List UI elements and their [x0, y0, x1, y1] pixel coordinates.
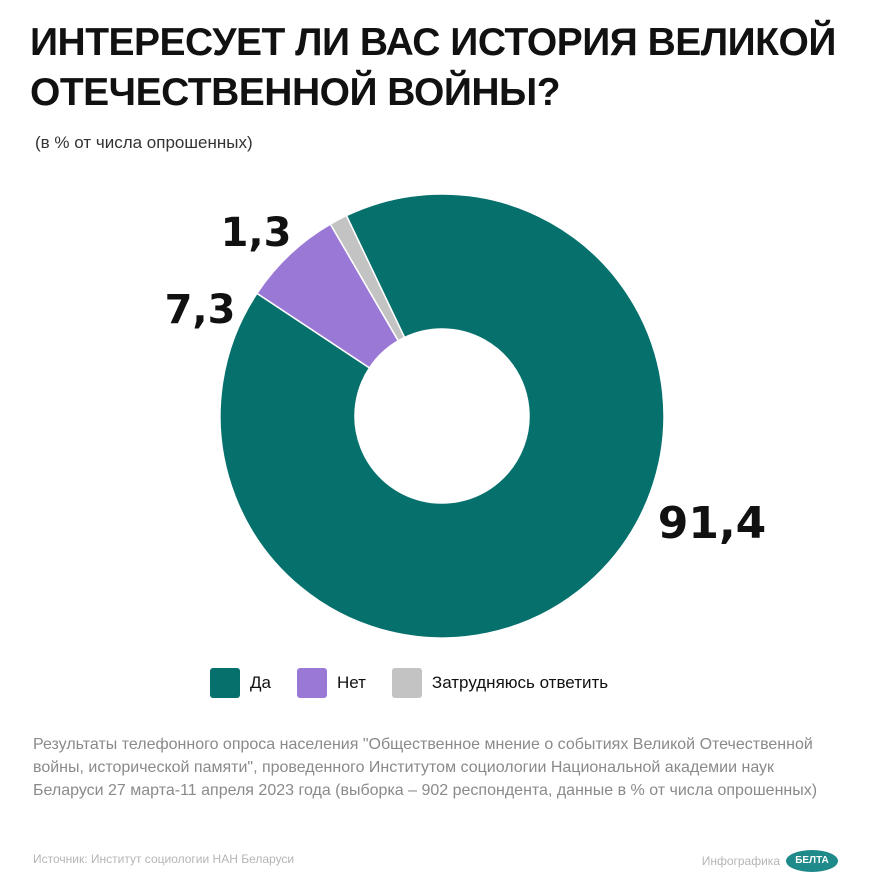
data-label-0: 91,4 [658, 498, 767, 549]
survey-note: Результаты телефонного опроса населения … [33, 736, 818, 799]
legend-label-2: Затрудняюсь ответить [431, 673, 609, 692]
legend-label-0: Да [250, 673, 271, 692]
slice-0 [219, 193, 665, 639]
slice-2 [329, 214, 406, 342]
legend-swatch-0 [210, 668, 240, 698]
title-line-1: ИНТЕРЕСУЕТ ЛИ ВАС ИСТОРИЯ ВЕЛИКОЙ [30, 21, 836, 64]
chart-legend: Да Нет Затрудняюсь ответить [210, 668, 634, 698]
data-label-2: 1,3 [221, 210, 292, 256]
legend-label-1: Нет [336, 673, 366, 692]
legend-swatch-2 [391, 668, 422, 698]
data-label-1: 7,3 [165, 287, 236, 333]
legend-item-2: Затрудняюсь ответить [391, 668, 609, 698]
credit-text: Инфографика [701, 854, 780, 868]
credit: Инфографика БЕЛТА [702, 850, 838, 872]
legend-item-1: Нет [296, 668, 366, 698]
chart-title: ИНТЕРЕСУЕТ ЛИ ВАС ИСТОРИЯ ВЕЛИКОЙ ОТЕЧЕС… [30, 18, 850, 118]
legend-swatch-1 [296, 668, 327, 698]
chart-subtitle: (в % от числа опрошенных) [35, 133, 253, 152]
legend-item-0: Да [210, 668, 271, 698]
source-text: Источник: Институт социологии НАН Белару… [33, 852, 295, 866]
title-line-2: ОТЕЧЕСТВЕННОЙ ВОЙНЫ? [30, 71, 561, 114]
belta-logo: БЕЛТА [786, 850, 838, 872]
